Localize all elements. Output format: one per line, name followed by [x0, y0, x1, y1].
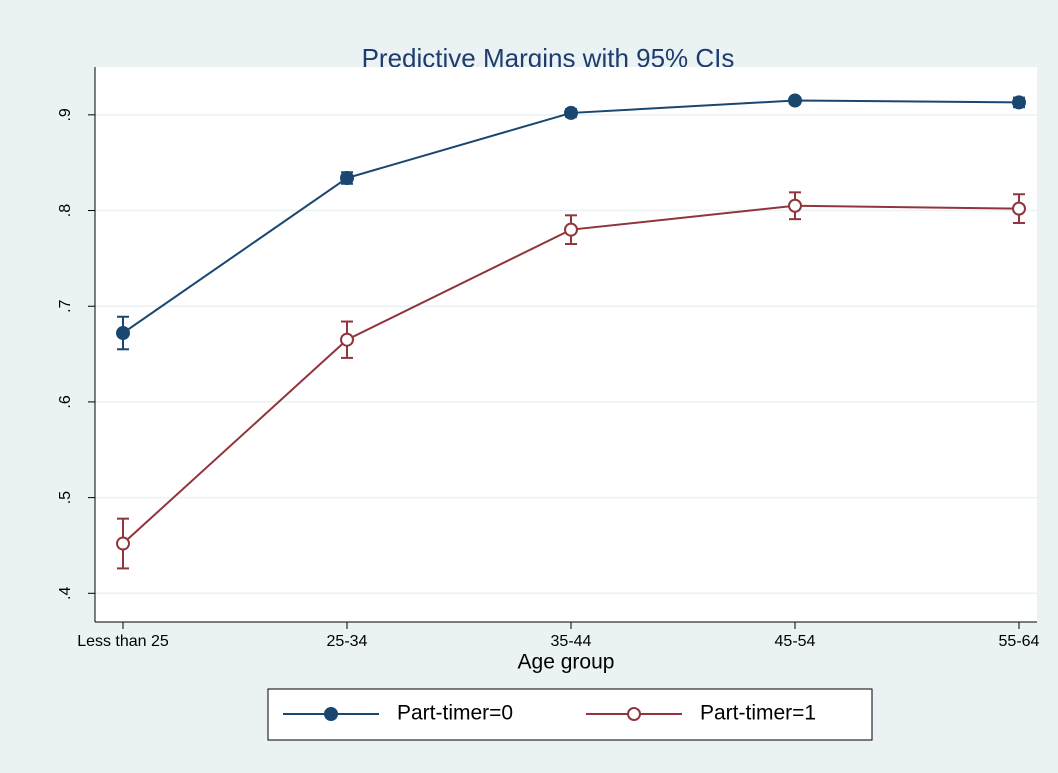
marker: [340, 171, 354, 185]
y-tick-label: .4: [57, 587, 74, 600]
marker: [340, 332, 354, 347]
x-axis-label: Age group: [518, 651, 615, 674]
marker: [788, 198, 802, 213]
x-tick-label: Less than 25: [77, 633, 169, 650]
marker: [1012, 201, 1026, 216]
x-tick-label: 25-34: [327, 633, 368, 650]
marker: [788, 93, 802, 108]
legend-label: Part-timer=1: [700, 702, 816, 725]
y-tick-label: .6: [57, 395, 74, 408]
marker: [1012, 95, 1026, 110]
legend-marker: [627, 707, 641, 721]
y-tick-label: .8: [57, 204, 74, 217]
y-tick-label: .7: [57, 299, 74, 312]
legend-label: Part-timer=0: [397, 702, 513, 725]
x-tick-label: 45-54: [775, 633, 816, 650]
x-tick-label: 35-44: [551, 633, 592, 650]
legend-marker: [324, 707, 338, 721]
y-tick-label: .9: [57, 108, 74, 121]
plot-area: [95, 67, 1037, 622]
marker: [116, 536, 130, 551]
y-tick-label: .5: [57, 491, 74, 504]
marker: [564, 222, 578, 237]
marker: [564, 105, 578, 120]
x-tick-label: 55-64: [999, 633, 1040, 650]
marker: [116, 326, 130, 341]
